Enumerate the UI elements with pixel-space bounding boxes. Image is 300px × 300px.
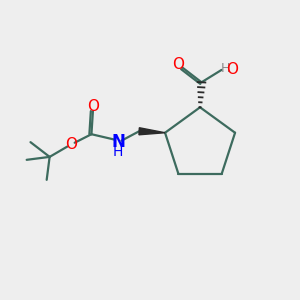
Text: N: N xyxy=(111,134,125,152)
Text: O: O xyxy=(226,62,238,77)
Text: O: O xyxy=(172,56,184,71)
Text: O: O xyxy=(65,137,77,152)
Polygon shape xyxy=(139,128,165,135)
Text: O: O xyxy=(87,99,99,114)
Text: H: H xyxy=(113,145,123,159)
Text: H: H xyxy=(221,62,230,75)
